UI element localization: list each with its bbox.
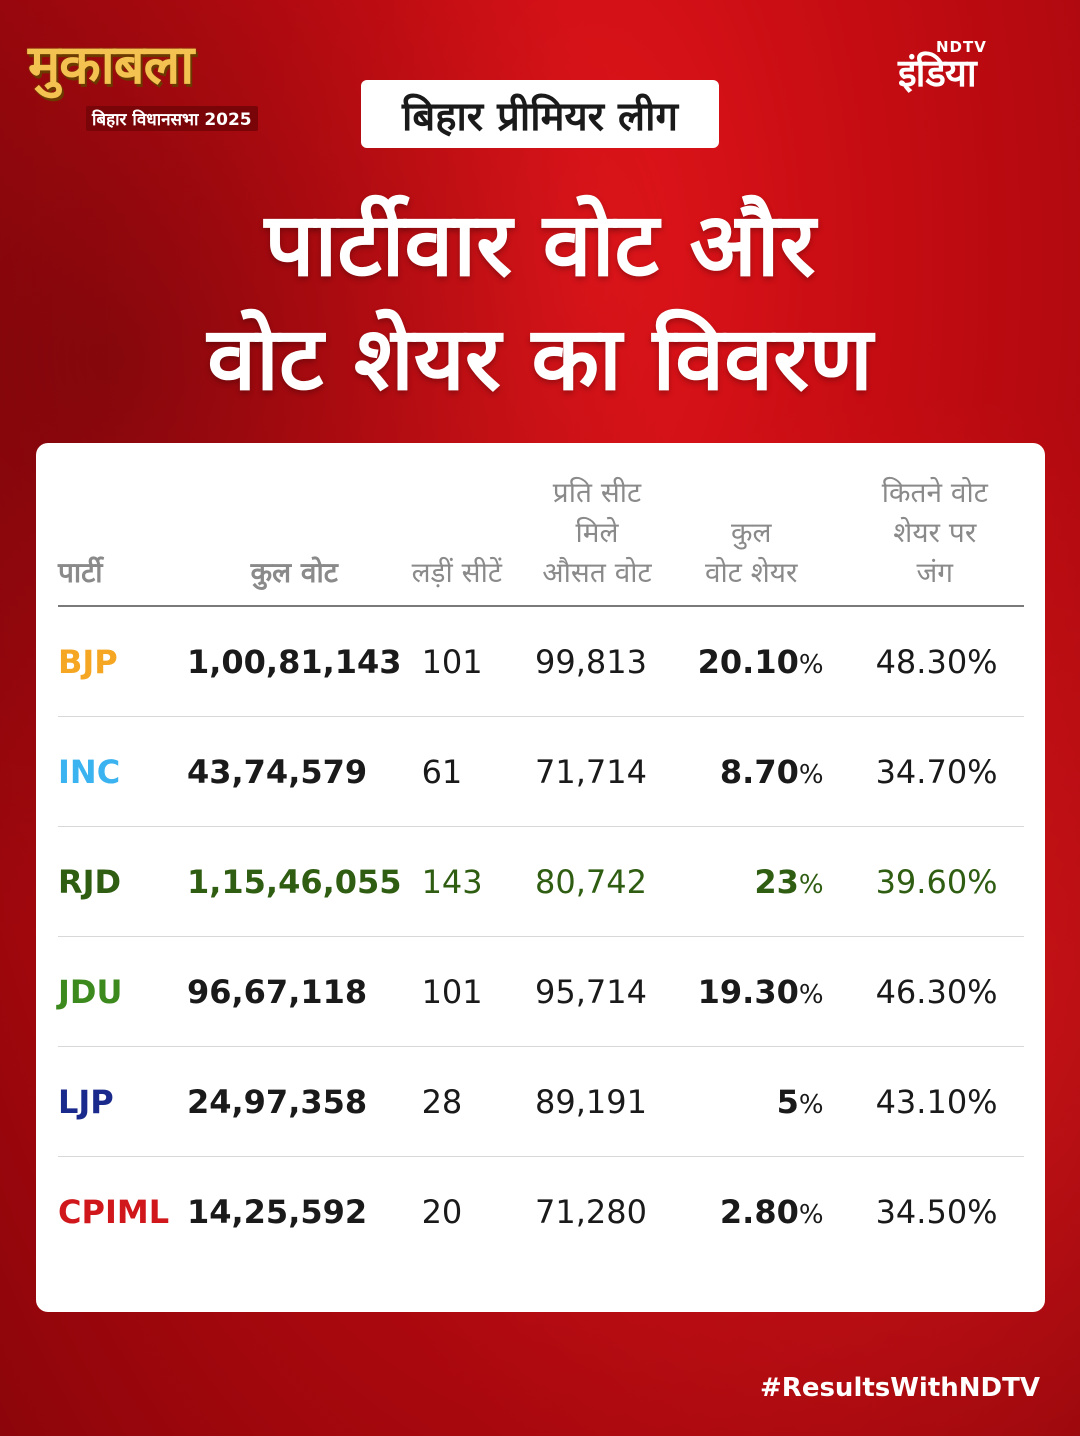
- seats-contested: 20: [421, 1192, 463, 1231]
- ndtv-wordmark: NDTV: [936, 38, 987, 56]
- avg-votes: 95,714: [515, 936, 679, 1047]
- header-seats-contested: लड़ीं सीटें: [401, 473, 516, 607]
- logo-subtitle: बिहार विधानसभा 2025: [86, 106, 258, 131]
- total-votes: 96,67,118: [184, 936, 402, 1047]
- party-name: LJP: [58, 1046, 185, 1157]
- vote-share: 20.10%: [678, 606, 826, 717]
- table-row-jdu: JDU 96,67,118 101 95,714 19.30% 46.30%: [58, 936, 1024, 1047]
- avg-votes: 71,280: [535, 1192, 647, 1231]
- vote-share: 19.30%: [678, 936, 826, 1047]
- total-votes: 1,00,81,143: [184, 606, 402, 717]
- table-header-row: पार्टी कुल वोट लड़ीं सीटें प्रति सीट मिल…: [58, 473, 1024, 607]
- contest-share: 48.30%: [825, 606, 1024, 717]
- table-row-rjd: RJD 1,15,46,055 143 80,742 23% 39.60%: [58, 826, 1024, 937]
- avg-votes: 71,714: [515, 716, 679, 827]
- page-title: पार्टीवार वोट और वोट शेयर का विवरण: [0, 188, 1080, 416]
- title-line-1: पार्टीवार वोट और: [264, 193, 816, 296]
- avg-votes: 80,742: [515, 826, 679, 937]
- contest-share: 34.50%: [875, 1192, 998, 1231]
- ndtv-india-logo: NDTV इंडिया: [898, 38, 1048, 98]
- table-row-ljp: LJP 24,97,358 28 89,191 5% 43.10%: [58, 1046, 1024, 1157]
- seats-contested: 28: [401, 1046, 516, 1157]
- avg-votes: 89,191: [515, 1046, 679, 1157]
- party-name: BJP: [58, 606, 185, 717]
- header-contest-share: कितने वोट शेयर पर जंग: [825, 473, 1024, 607]
- vote-share: 5%: [678, 1046, 826, 1157]
- section-tag-label: बिहार प्रीमियर लीग: [402, 93, 678, 140]
- party-name: JDU: [58, 936, 185, 1047]
- table-row-cpiml: CPIML 14,25,592 20 71,280 2.80% 34.50%: [58, 1157, 1024, 1267]
- india-wordmark: इंडिया: [898, 51, 977, 95]
- logo-title: मुकाबला: [28, 33, 194, 96]
- seats-contested: 61: [401, 716, 516, 827]
- total-votes: 1,15,46,055: [184, 826, 402, 937]
- contest-share: 34.70%: [825, 716, 1024, 827]
- vote-share: 8.70%: [678, 716, 826, 827]
- hashtag: #ResultsWithNDTV: [760, 1373, 1040, 1403]
- contest-share: 39.60%: [825, 826, 1024, 937]
- party-name: CPIML: [58, 1192, 170, 1231]
- mukabala-logo: मुकाबला बिहार विधानसभा 2025: [28, 32, 258, 132]
- vote-share: 2.80%: [719, 1192, 824, 1231]
- party-name: INC: [58, 716, 185, 827]
- section-tag: बिहार प्रीमियर लीग: [361, 80, 719, 148]
- table-row-bjp: BJP 1,00,81,143 101 99,813 20.10% 48.30%: [58, 606, 1024, 717]
- table-row-inc: INC 43,74,579 61 71,714 8.70% 34.70%: [58, 716, 1024, 827]
- contest-share: 46.30%: [825, 936, 1024, 1047]
- header-total-votes: कुल वोट: [184, 473, 402, 607]
- seats-contested: 143: [401, 826, 516, 937]
- title-line-2: वोट शेयर का विवरण: [207, 307, 873, 410]
- seats-contested: 101: [401, 606, 516, 717]
- contest-share: 43.10%: [825, 1046, 1024, 1157]
- results-card: पार्टी कुल वोट लड़ीं सीटें प्रति सीट मिल…: [36, 443, 1045, 1312]
- vote-share: 23%: [678, 826, 826, 937]
- header-vote-share: कुल वोट शेयर: [678, 473, 826, 607]
- total-votes: 43,74,579: [184, 716, 402, 827]
- total-votes: 24,97,358: [184, 1046, 402, 1157]
- total-votes: 14,25,592: [186, 1192, 368, 1231]
- header-avg-votes: प्रति सीट मिले औसत वोट: [515, 473, 679, 607]
- seats-contested: 101: [401, 936, 516, 1047]
- vote-share-table: पार्टी कुल वोट लड़ीं सीटें प्रति सीट मिल…: [58, 473, 1024, 1266]
- party-name: RJD: [58, 826, 185, 937]
- header-party: पार्टी: [58, 473, 185, 607]
- avg-votes: 99,813: [515, 606, 679, 717]
